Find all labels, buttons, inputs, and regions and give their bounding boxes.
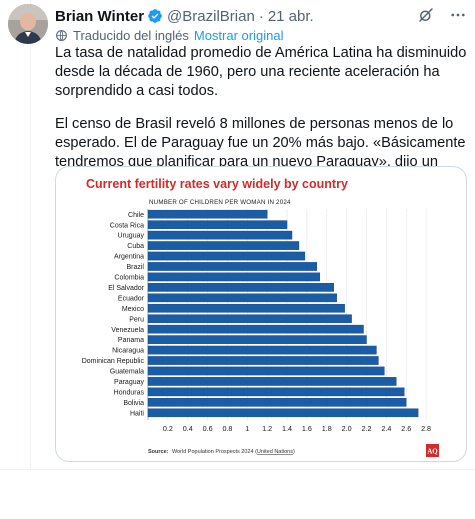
category-label: Colombia <box>114 275 144 282</box>
category-label: Bolivia <box>123 400 144 407</box>
show-original-link[interactable]: Mostrar original <box>193 28 284 43</box>
x-tick-label: 0.4 <box>183 424 193 433</box>
x-tick-label: 2.8 <box>421 424 431 433</box>
x-tick-label: 0.2 <box>163 424 173 433</box>
bar-el-salvador <box>147 283 334 292</box>
category-label: Brazil <box>126 264 144 271</box>
translated-label: Traducido del inglés <box>73 28 189 43</box>
x-tick-label: 2.0 <box>342 424 352 433</box>
category-label: Uruguay <box>118 233 145 240</box>
x-tick-label: 1 <box>245 424 249 433</box>
fertility-chart: Current fertility rates vary widely by c… <box>82 177 439 457</box>
chart-x-tick-labels: 0.2 0.4 0.6 0.8 1 1.2 1.4 1.6 1.8 2.0 2.2 2.4 2.6 2.8 <box>163 424 431 433</box>
x-tick-label: 0.6 <box>203 424 213 433</box>
source-close: ) <box>293 449 295 455</box>
grok-icon[interactable] <box>417 6 435 24</box>
category-label: Haiti <box>130 410 144 417</box>
source-label: Source: <box>148 449 169 455</box>
chart-subtitle: NUMBER OF CHILDREN PER WOMAN IN 2024 <box>149 199 291 206</box>
category-label: Mexico <box>122 306 144 313</box>
bar-peru <box>147 314 352 324</box>
translation-notice: Traducido del inglés Mostrar original <box>55 28 283 43</box>
x-tick-label: 2.2 <box>361 424 371 433</box>
bar-haiti <box>147 408 419 418</box>
source-text: World Population Prospects 2024 ( <box>172 449 257 455</box>
category-label: Cuba <box>127 243 144 250</box>
bar-nicaragua <box>147 345 377 355</box>
category-label: Nicaragua <box>112 348 144 355</box>
category-label: El Salvador <box>108 285 144 292</box>
avatar-image <box>8 4 48 44</box>
thread-line <box>30 0 31 470</box>
bar-chile <box>147 209 268 219</box>
x-tick-label: 1.8 <box>322 424 332 433</box>
translate-icon <box>56 30 67 41</box>
source-link: United Nations <box>257 449 293 455</box>
author-handle[interactable]: @BrazilBrian <box>167 7 255 25</box>
chart-category-labels: Chile Costa Rica Uruguay Cuba Argentina Brazi… <box>82 212 145 418</box>
category-label: Argentina <box>114 254 144 261</box>
chart-title: Current fertility rates vary widely by c… <box>86 177 348 191</box>
author-name[interactable]: Brian Winter <box>55 7 145 25</box>
bar-honduras <box>147 387 405 397</box>
chart-source: Source: World Population Prospects 2024 … <box>148 449 295 455</box>
bar-guatemala <box>147 366 385 376</box>
bar-mexico <box>147 303 345 313</box>
bar-colombia <box>147 272 321 282</box>
tweet-date[interactable]: 21 abr. <box>267 7 314 25</box>
bar-uruguay <box>147 230 293 240</box>
tweet-media-image[interactable]: Current fertility rates vary widely by c… <box>55 166 467 462</box>
bar-panama <box>147 335 367 344</box>
aq-logo-text: AQ <box>427 448 438 456</box>
bar-paraguay <box>147 377 397 386</box>
x-tick-label: 0.8 <box>222 424 232 433</box>
bar-costa-rica <box>147 220 288 229</box>
verified-badge-icon <box>147 8 163 24</box>
category-label: Guatemala <box>110 369 144 376</box>
category-label: Dominican Republic <box>82 358 145 365</box>
header-actions <box>417 6 467 24</box>
bar-venezuela <box>147 324 364 334</box>
tweet-text-paragraph: La tasa de natalidad promedio de América… <box>55 45 467 99</box>
category-label: Peru <box>129 316 144 323</box>
category-label: Ecuador <box>118 295 145 302</box>
x-tick-label: 1.4 <box>282 424 292 433</box>
category-label: Costa Rica <box>110 222 144 229</box>
avatar[interactable] <box>8 4 48 44</box>
category-label: Chile <box>128 212 144 219</box>
tweet[interactable]: Brian Winter @BrazilBrian · 21 abr. <box>0 0 475 470</box>
category-label: Paraguay <box>114 379 144 386</box>
category-label: Honduras <box>114 389 145 396</box>
bar-dominican-republic <box>147 356 379 365</box>
tweet-header: Brian Winter @BrazilBrian · 21 abr. <box>55 6 467 26</box>
bar-bolivia <box>147 398 407 407</box>
x-tick-label: 2.6 <box>401 424 411 433</box>
chart-bars <box>147 209 419 418</box>
separator-dot: · <box>258 7 264 25</box>
bar-brazil <box>147 262 318 271</box>
category-label: Panama <box>118 337 144 344</box>
x-tick-label: 1.6 <box>302 424 312 433</box>
bar-argentina <box>147 251 306 261</box>
aq-logo: AQ <box>426 444 439 457</box>
more-icon[interactable] <box>449 6 467 24</box>
x-tick-label: 1.2 <box>262 424 272 433</box>
x-tick-label: 2.4 <box>381 424 391 433</box>
bar-cuba <box>147 241 300 250</box>
category-label: Venezuela <box>111 327 144 334</box>
bar-ecuador <box>147 293 337 303</box>
